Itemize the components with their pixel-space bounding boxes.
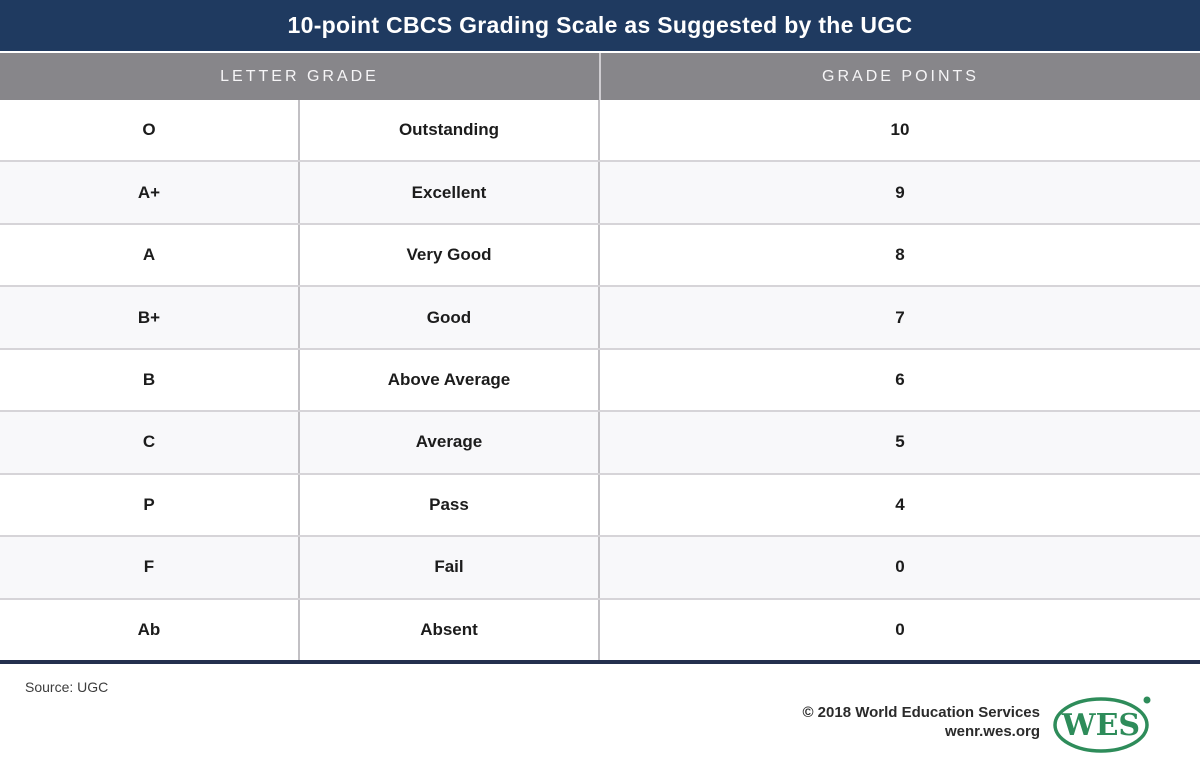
grade-description-cell: Good: [300, 287, 600, 348]
source-note: Source: UGC: [25, 679, 109, 695]
letter-grade-cell: A: [0, 224, 300, 286]
table-body: O Outstanding 10 A+ Excellent 9 A Very G…: [0, 100, 1200, 660]
table-row: B Above Average 6: [0, 347, 1200, 411]
table-row: A+ Excellent 9: [0, 160, 1200, 223]
grade-points-cell: 8: [895, 245, 905, 265]
grade-points-cell: 7: [895, 307, 905, 327]
grade-points-cell: 0: [895, 619, 905, 639]
table-row: P Pass 4: [0, 472, 1200, 536]
grade-description-cell: Pass: [300, 474, 600, 536]
grade-description-cell: Excellent: [300, 162, 600, 223]
wes-logo-ellipse: [1053, 697, 1149, 753]
column-header-letter-grade: LETTER GRADE: [0, 53, 601, 100]
website-url: wenr.wes.org: [944, 723, 1040, 740]
copyright-block: © 2018 World Education Services wenr.wes…: [802, 703, 1040, 741]
grade-description-cell: Absent: [300, 599, 600, 660]
wes-logo: WES: [1050, 691, 1156, 759]
table-row: B+ Good 7: [0, 285, 1200, 348]
page-title: 10-point CBCS Grading Scale as Suggested…: [287, 12, 913, 38]
grade-points-cell: 4: [895, 494, 905, 514]
letter-grade-cell: A+: [0, 162, 300, 223]
grade-description-cell: Outstanding: [300, 100, 600, 161]
wes-logo-text: WES: [1061, 708, 1140, 743]
grade-description-cell: Fail: [300, 537, 600, 598]
table-row: C Average 5: [0, 410, 1200, 473]
grade-points-cell: 10: [890, 120, 910, 140]
grade-points-cell: 9: [895, 182, 905, 202]
wes-logo-graphic: WES: [1053, 696, 1151, 753]
letter-grade-cell: B: [0, 349, 300, 411]
table-row: Ab Absent 0: [0, 597, 1200, 660]
title-bar: 10-point CBCS Grading Scale as Suggested…: [0, 0, 1200, 51]
table-bottom-rule: [0, 660, 1200, 664]
copyright-line: © 2018 World Education Services: [802, 704, 1040, 721]
grade-description-cell: Average: [300, 412, 600, 473]
letter-grade-cell: B+: [0, 287, 300, 348]
letter-grade-cell: C: [0, 412, 300, 473]
grade-points-cell: 6: [895, 369, 905, 389]
letter-grade-cell: O: [0, 100, 300, 161]
letter-grade-cell: Ab: [0, 599, 300, 660]
column-header-grade-points: GRADE POINTS: [822, 67, 979, 85]
table-row: A Very Good 8: [0, 222, 1200, 286]
grade-description-cell: Very Good: [300, 224, 600, 286]
grade-points-cell: 0: [895, 557, 905, 577]
table-row: F Fail 0: [0, 535, 1200, 598]
table-header-row: LETTER GRADE GRADE POINTS: [0, 53, 1200, 100]
trademark-dot-icon: [1143, 696, 1151, 704]
table-row: O Outstanding 10: [0, 100, 1200, 161]
letter-grade-cell: P: [0, 474, 300, 536]
grade-description-cell: Above Average: [300, 349, 600, 411]
grade-points-cell: 5: [895, 432, 905, 452]
letter-grade-cell: F: [0, 537, 300, 598]
